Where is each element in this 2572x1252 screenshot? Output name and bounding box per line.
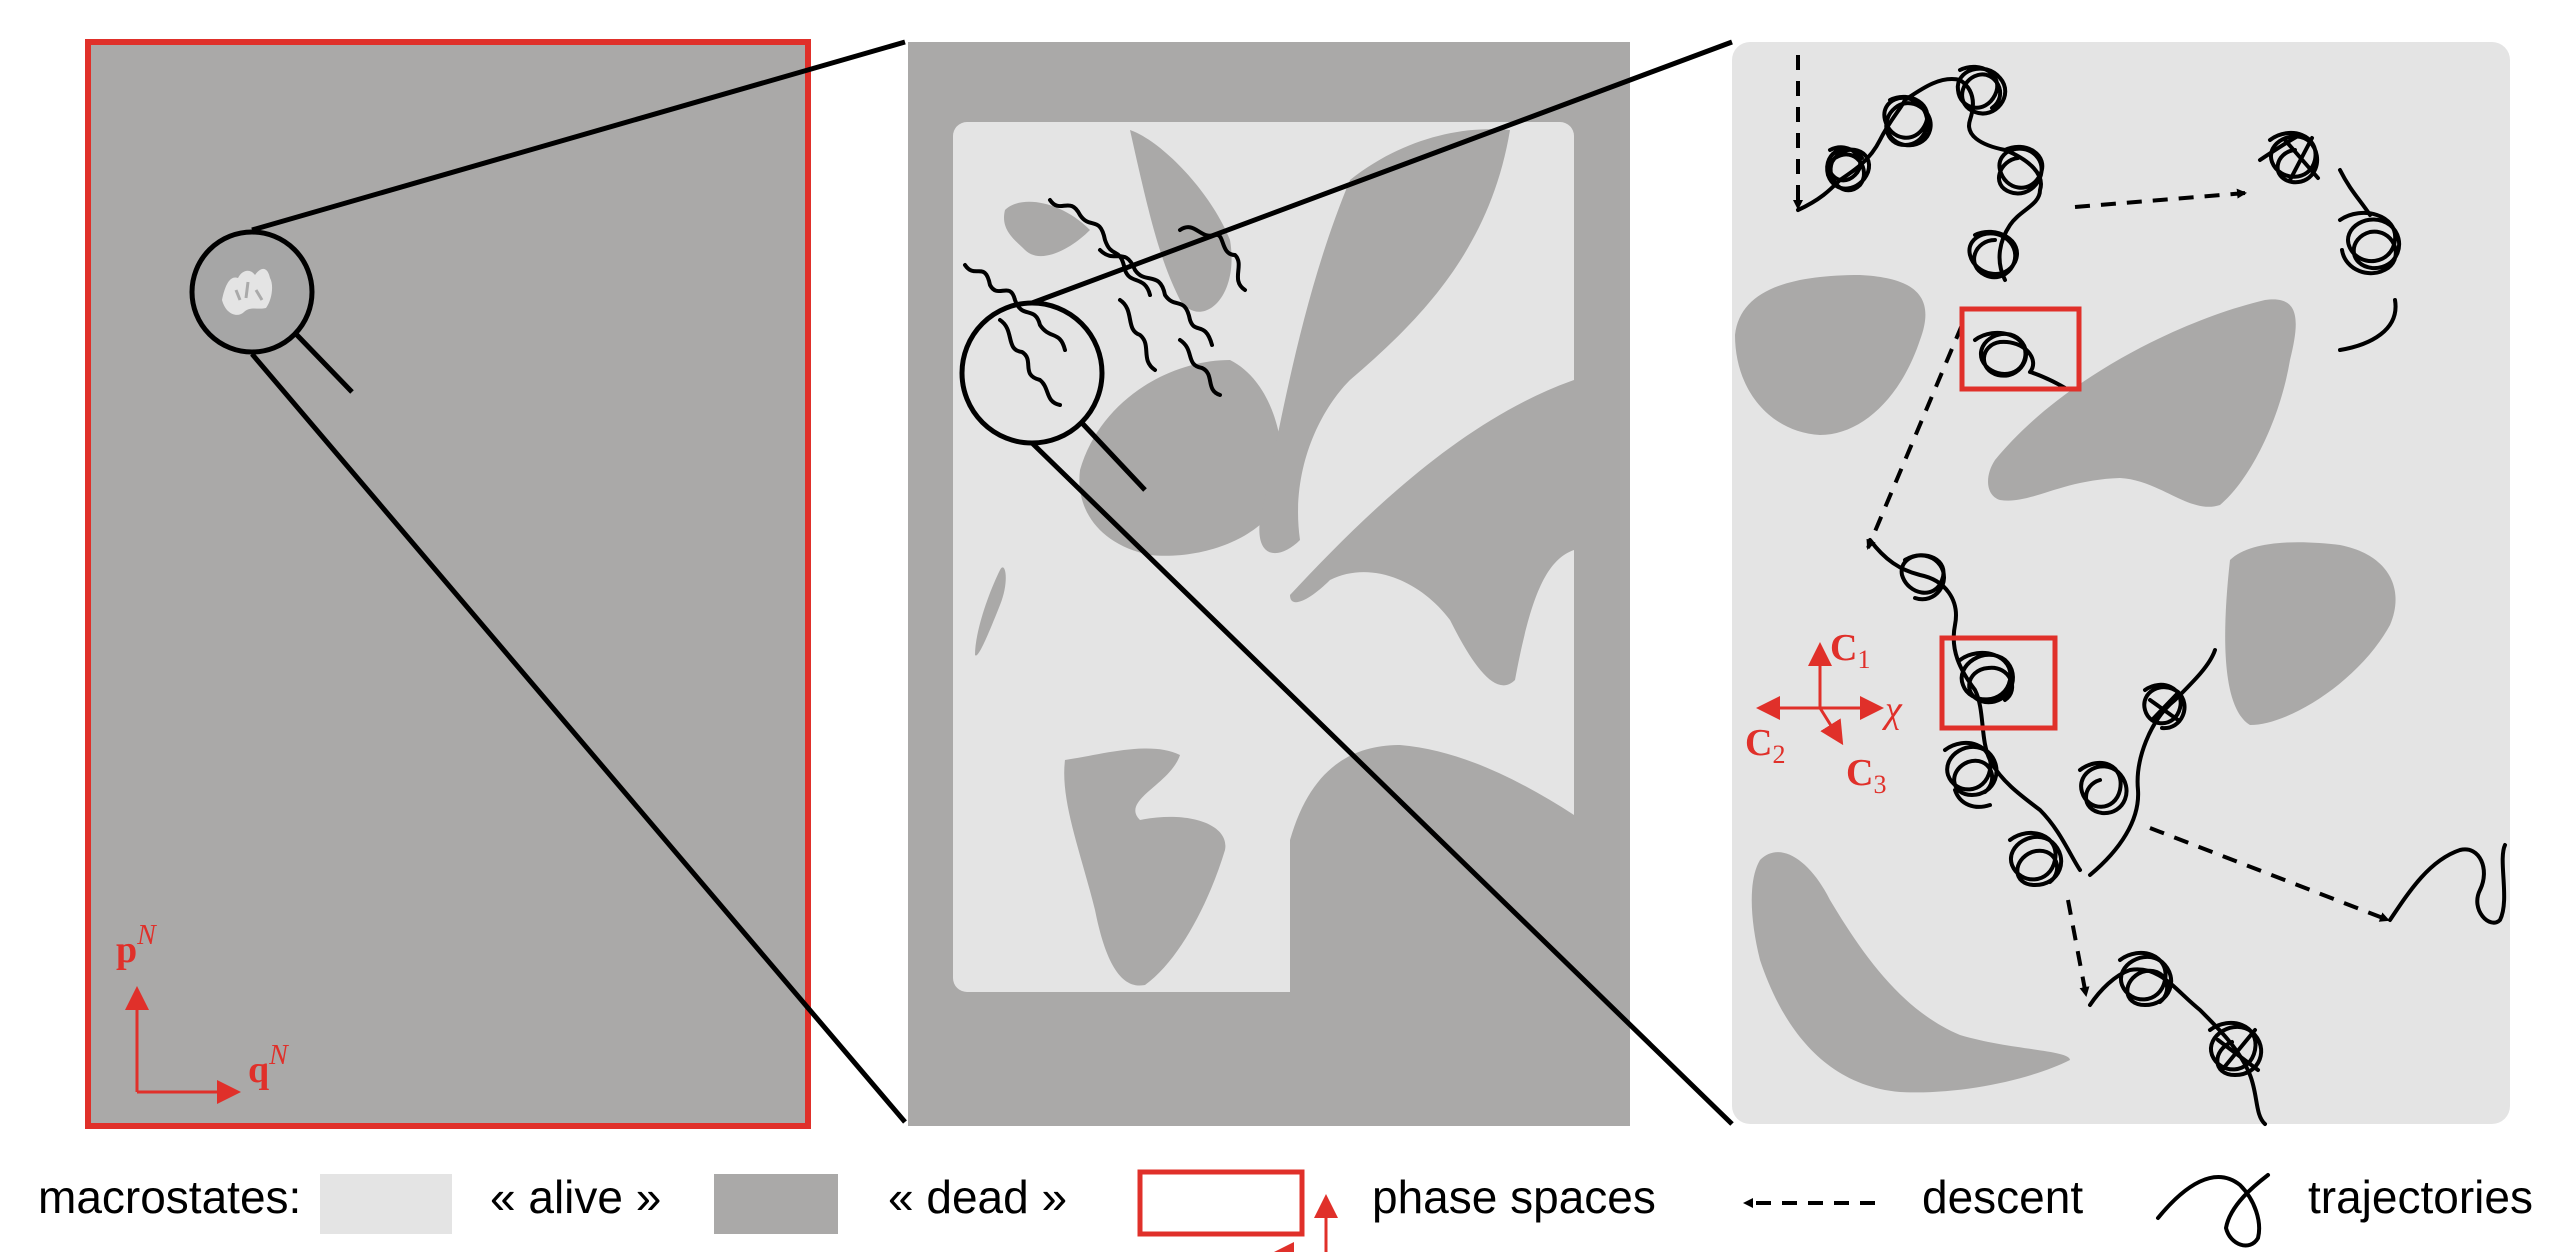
panel-zoom-macrostates	[908, 42, 1630, 1126]
phase-space-box	[1939, 635, 2058, 731]
legend: macrostates: « alive » « dead » phase sp…	[38, 1169, 2533, 1252]
panel-full-phase-space: pN qN	[85, 39, 811, 1129]
legend-alive-label: « alive »	[490, 1171, 661, 1223]
zoom-lines-2	[1030, 39, 1734, 1126]
trajectory-tangles	[1796, 64, 2507, 1126]
c2-label: C2	[1745, 722, 1785, 769]
c1-label: C1	[1830, 627, 1870, 674]
phase-space-box	[1959, 306, 2082, 392]
legend-macrostates-label: macrostates:	[38, 1171, 301, 1223]
legend-phase-space-icon	[1137, 1169, 1338, 1252]
descent-arrows	[1793, 55, 2390, 997]
legend-alive-swatch	[320, 1174, 452, 1234]
dead-blobs	[1735, 275, 2396, 1093]
panel-trajectory-detail: C1 C2 C3 χ	[1732, 42, 2510, 1126]
alive-region	[1732, 42, 2510, 1124]
legend-trajectories-label: trajectories	[2308, 1171, 2533, 1223]
zoom-lines-1	[250, 39, 907, 1124]
p-axis-label: pN	[116, 920, 157, 971]
collective-coordinates: C1 C2 C3 χ	[1745, 627, 1903, 799]
c3-label: C3	[1846, 752, 1886, 799]
chi-label: χ	[1881, 689, 1903, 731]
dead-blobs	[975, 129, 1580, 1022]
magnifier-icon	[189, 229, 354, 394]
legend-dead-swatch	[714, 1174, 838, 1234]
trajectory-icon	[2156, 1173, 2270, 1248]
q-axis-label: qN	[248, 1040, 289, 1091]
legend-dead-label: « dead »	[888, 1171, 1067, 1223]
legend-phase-spaces-label: phase spaces	[1372, 1171, 1656, 1223]
phase-axes: pN qN	[116, 920, 289, 1104]
legend-descent-label: descent	[1922, 1171, 2083, 1223]
trajectory-squiggles	[963, 198, 1247, 407]
